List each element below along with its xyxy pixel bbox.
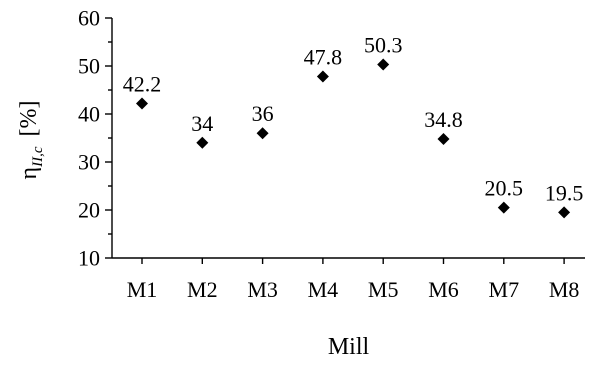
y-axis-subscript: II,c <box>30 146 46 168</box>
data-label: 34.8 <box>424 107 463 132</box>
y-tick-label: 60 <box>78 6 100 31</box>
x-tick-label: M6 <box>428 277 459 302</box>
y-axis-title: ηII,c [%] <box>16 101 46 180</box>
data-point <box>136 97 148 110</box>
data-label: 19.5 <box>545 180 584 205</box>
x-tick-label: M5 <box>368 277 399 302</box>
y-axis-symbol: η <box>16 167 42 180</box>
data-point <box>497 201 510 214</box>
y-tick-label: 20 <box>78 198 100 223</box>
x-ticks: M1 M2 M3 M4 M5 M6 M7 M8 <box>127 258 580 302</box>
x-tick-label: M8 <box>549 277 580 302</box>
data-point <box>377 58 390 71</box>
y-tick-label: 50 <box>78 54 100 79</box>
y-axis-unit: [%] <box>16 101 42 137</box>
data-label: 36 <box>252 101 274 126</box>
y-tick-label: 40 <box>78 102 100 127</box>
x-axis-title: Mill <box>328 334 370 360</box>
x-tick-label: M2 <box>187 277 218 302</box>
svg-text:ηII,c[%]: ηII,c [%] <box>16 101 46 180</box>
data-label: 47.8 <box>304 45 343 70</box>
data-points <box>136 58 571 219</box>
y-ticks: 10 20 30 40 50 60 <box>78 6 112 271</box>
axes <box>111 18 585 259</box>
y-tick-label: 30 <box>78 150 100 175</box>
data-point <box>558 206 571 219</box>
data-label: 20.5 <box>485 176 524 201</box>
x-tick-label: M3 <box>247 277 278 302</box>
data-point <box>256 127 269 140</box>
data-label: 34 <box>191 111 213 136</box>
y-tick-label: 10 <box>78 246 100 271</box>
data-point <box>196 136 209 149</box>
x-tick-label: M4 <box>308 277 339 302</box>
x-tick-label: M1 <box>127 277 158 302</box>
data-label: 42.2 <box>123 71 162 96</box>
data-point <box>316 70 329 83</box>
x-tick-label: M7 <box>489 277 520 302</box>
data-label: 50.3 <box>364 33 403 58</box>
data-point <box>437 132 450 145</box>
data-labels: 42.2 34 36 47.8 50.3 34.8 20.5 19.5 <box>123 33 584 206</box>
